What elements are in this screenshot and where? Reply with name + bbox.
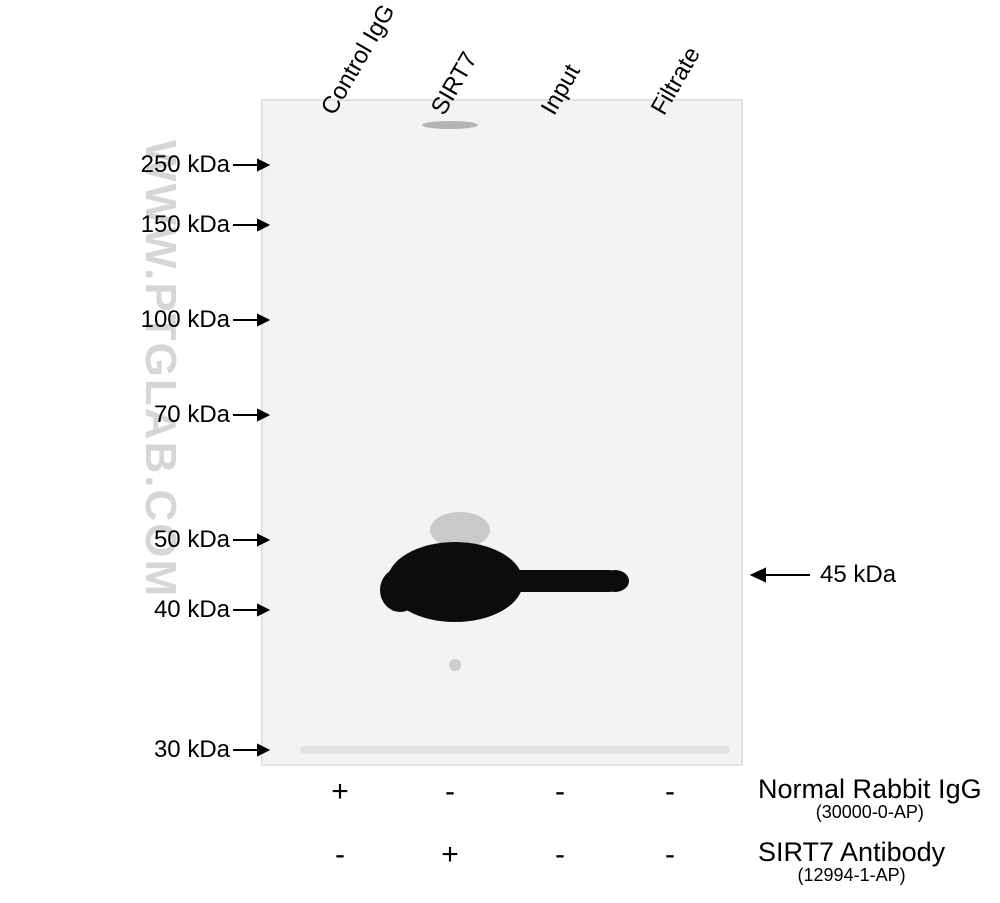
mw-marker: 100 kDa <box>141 306 230 334</box>
mw-marker: 50 kDa <box>154 526 230 554</box>
treatment-sign: + <box>320 775 360 809</box>
treatment-sign: - <box>540 838 580 872</box>
mw-marker: 70 kDa <box>154 401 230 429</box>
treatment-sign: - <box>650 838 690 872</box>
blot-bands-svg <box>0 0 1000 903</box>
band-size-label: 45 kDa <box>820 561 896 589</box>
mw-marker: 250 kDa <box>141 151 230 179</box>
treatment-sign: - <box>430 775 470 809</box>
treatment-label-sub: (30000-0-AP) <box>758 803 982 822</box>
treatment-label: Normal Rabbit IgG (30000-0-AP) <box>758 775 982 822</box>
treatment-label-text: Normal Rabbit IgG <box>758 774 982 804</box>
mw-marker: 30 kDa <box>154 736 230 764</box>
treatment-sign: - <box>540 775 580 809</box>
treatment-label: SIRT7 Antibody (12994-1-AP) <box>758 838 945 885</box>
treatment-label-text: SIRT7 Antibody <box>758 837 945 867</box>
mw-marker: 40 kDa <box>154 596 230 624</box>
treatment-sign: - <box>650 775 690 809</box>
mw-marker: 150 kDa <box>141 211 230 239</box>
treatment-label-sub: (12994-1-AP) <box>758 866 945 885</box>
treatment-sign: - <box>320 838 360 872</box>
figure-container: WWW.PTGLAB.COM <box>0 0 1000 903</box>
treatment-sign: + <box>430 838 470 872</box>
